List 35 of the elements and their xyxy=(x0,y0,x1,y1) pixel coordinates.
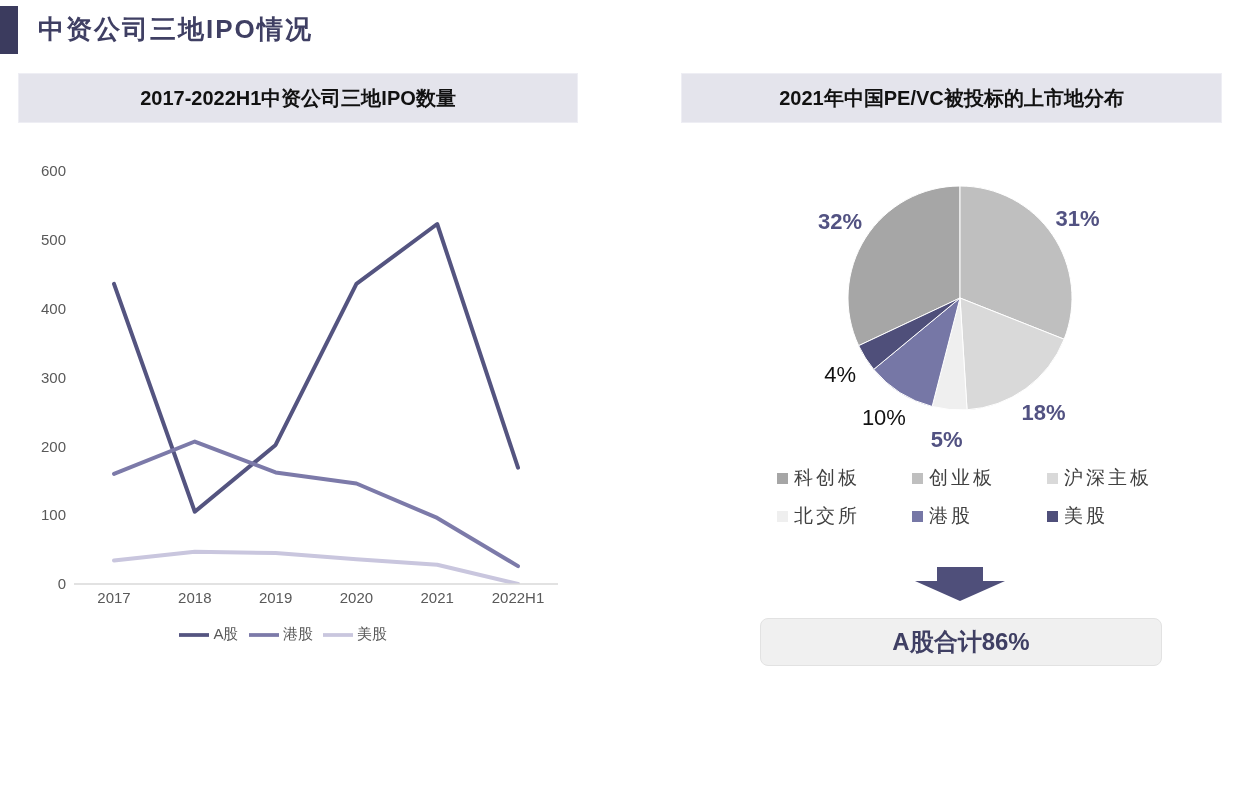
data-label: 4% xyxy=(824,361,856,387)
legend-label: 美股 xyxy=(356,625,387,643)
chart-title: 2017-2022H1中资公司三地IPO数量 xyxy=(140,85,456,111)
y-tick-label: 0 xyxy=(57,575,66,593)
y-tick-label: 200 xyxy=(40,437,66,455)
line-series xyxy=(112,549,520,584)
x-tick-label: 2021 xyxy=(420,588,454,606)
legend-label: A股 xyxy=(213,625,239,643)
legend-label: 创业板 xyxy=(929,466,995,490)
text: 中资公司三地IPO情况 xyxy=(38,14,313,44)
data-label: 31% xyxy=(1055,205,1100,231)
y-tick-label: 300 xyxy=(40,368,66,386)
y-tick-label: 100 xyxy=(40,506,66,524)
y-tick-label: 500 xyxy=(40,231,66,249)
data-label: 18% xyxy=(1021,400,1066,426)
x-tick-label: 2020 xyxy=(339,588,374,606)
y-tick-label: 600 xyxy=(40,162,66,180)
callout-box: A股合计86% xyxy=(760,618,1162,666)
data-label: 5% xyxy=(930,426,963,452)
data-label: 32% xyxy=(818,209,863,235)
line-series xyxy=(112,222,520,514)
legend-label: 沪深主板 xyxy=(1064,466,1152,490)
x-tick-label: 2017 xyxy=(97,588,131,606)
line-series xyxy=(112,439,520,569)
data-label: 10% xyxy=(861,405,906,431)
x-tick-label: 2022H1 xyxy=(491,588,545,606)
y-tick-label: 400 xyxy=(40,299,66,317)
x-tick-label: 2018 xyxy=(178,588,212,606)
chart-title: 2021年中国PE/VC被投标的上市地分布 xyxy=(779,85,1124,111)
legend-label: 北交所 xyxy=(794,504,860,528)
legend-label: 港股 xyxy=(282,625,313,643)
x-tick-label: 2019 xyxy=(258,588,293,606)
legend-label: 科创板 xyxy=(794,466,860,490)
legend-label: 港股 xyxy=(929,504,973,528)
legend-label: 美股 xyxy=(1064,504,1108,528)
